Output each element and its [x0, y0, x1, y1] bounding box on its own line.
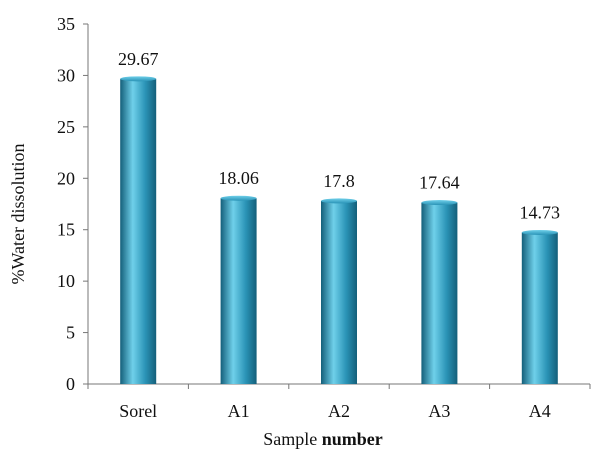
y-axis-ticks: 0 5 10 15 20 25 30 35 [57, 14, 88, 394]
bar-top-cap [120, 76, 157, 82]
value-label: 17.8 [323, 171, 355, 191]
y-tick-label: 30 [57, 65, 75, 85]
x-tick-label: Sorel [119, 401, 157, 421]
bar-top-cap [421, 200, 458, 206]
y-tick-label: 0 [66, 374, 75, 394]
y-tick-label: 10 [57, 271, 75, 291]
x-tick-label: A2 [328, 401, 350, 421]
value-label: 14.73 [520, 202, 561, 222]
value-label: 18.06 [218, 168, 259, 188]
value-label: 17.64 [419, 173, 460, 193]
y-tick-label: 15 [57, 220, 75, 240]
y-tick-label: 5 [66, 323, 75, 343]
value-labels: 29.67 18.06 17.8 17.64 14.73 [118, 49, 560, 223]
x-tick-label: A3 [428, 401, 450, 421]
bar-top-cap [321, 198, 357, 204]
bar-a2 [321, 200, 357, 384]
bars [120, 76, 558, 384]
y-tick-label: 20 [57, 168, 75, 188]
y-tick-label: 25 [57, 117, 75, 137]
bar-sorel [120, 78, 157, 384]
x-axis-title-bold: number [322, 429, 383, 449]
bar-top-cap [220, 195, 257, 201]
x-axis-title: Sample number [263, 429, 383, 449]
value-label: 29.67 [118, 49, 159, 69]
x-tick-label: A1 [228, 401, 250, 421]
bar-a3 [421, 202, 458, 384]
x-tick-label: A4 [529, 401, 551, 421]
bar-a4 [521, 232, 558, 384]
y-tick-label: 35 [57, 14, 75, 34]
x-axis-title-main: Sample [263, 429, 322, 449]
bar-top-cap [521, 229, 558, 235]
y-axis-title: %Water dissolution [8, 143, 28, 284]
x-axis-ticks: Sorel A1 A2 A3 A4 [87, 384, 591, 421]
bar-a1 [220, 198, 257, 384]
